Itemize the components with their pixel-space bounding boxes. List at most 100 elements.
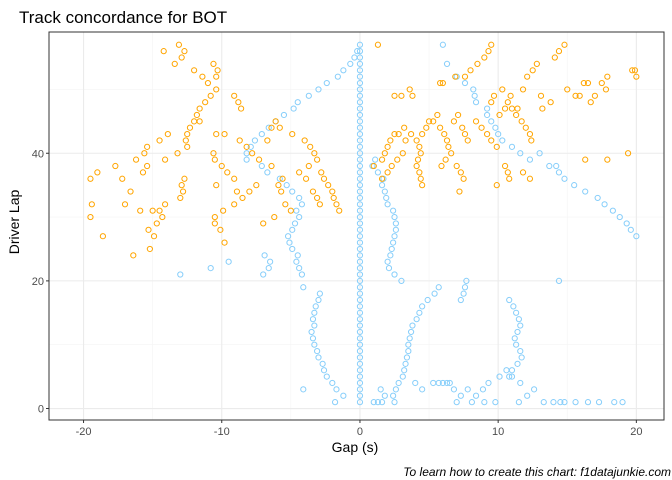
series_a-point — [464, 386, 471, 393]
series_b-point — [193, 111, 200, 119]
series_a-point — [402, 360, 409, 367]
series_b-point — [156, 207, 163, 214]
series_a-point — [356, 386, 364, 393]
series_b-point — [139, 169, 147, 176]
series_a-point — [446, 379, 453, 387]
series_a-point — [499, 137, 506, 144]
series_a-point — [413, 316, 420, 323]
series_b-point — [555, 48, 563, 55]
series_a-point — [243, 156, 250, 163]
series_a-point — [409, 322, 416, 329]
series_a-point — [431, 290, 438, 297]
series_b-point — [87, 213, 94, 221]
series_b-point — [501, 162, 509, 170]
series_b-point — [144, 143, 151, 150]
series_a-point — [356, 303, 364, 310]
series_b-point — [413, 137, 420, 144]
series_a-point — [356, 309, 364, 316]
series_b-point — [231, 92, 238, 99]
series_b-point — [243, 143, 250, 150]
series_b-point — [450, 118, 458, 125]
series_b-point — [506, 175, 513, 182]
series_a-point — [457, 392, 464, 399]
series_a-point — [405, 341, 412, 348]
series_b-point — [314, 156, 321, 163]
series_a-point — [351, 54, 358, 61]
series_a-point — [594, 194, 601, 202]
series_a-point — [601, 201, 608, 208]
series_a-point — [472, 392, 480, 399]
series_a-point — [356, 182, 364, 189]
series_b-point — [171, 60, 178, 68]
series_b-point — [214, 67, 221, 74]
series_a-point — [412, 379, 419, 387]
series_b-point — [551, 54, 558, 61]
series_b-point — [524, 73, 531, 80]
series_b-point — [384, 143, 391, 150]
series_a-point — [305, 92, 312, 99]
series_a-point — [611, 399, 618, 406]
series_a-point — [506, 296, 513, 304]
series_a-point — [609, 207, 616, 214]
y-tick-label: 0 — [38, 404, 44, 416]
series_a-point — [356, 233, 364, 240]
series_a-point — [356, 105, 364, 112]
series_a-point — [356, 258, 364, 265]
series_a-point — [356, 322, 364, 329]
series_a-point — [284, 233, 292, 240]
series_a-point — [356, 284, 364, 291]
series_b-point — [287, 207, 294, 214]
series_a-point — [553, 162, 560, 170]
series_b-point — [526, 175, 534, 182]
series_a-point — [311, 309, 318, 316]
series_a-point — [356, 67, 364, 74]
series_b-point — [191, 118, 198, 125]
series_b-point — [314, 194, 321, 202]
series_b-point — [561, 41, 568, 48]
series_a-point — [356, 360, 364, 367]
series_a-point — [370, 399, 377, 406]
series_b-point — [161, 201, 169, 208]
series_b-point — [457, 169, 464, 176]
series_b-point — [238, 105, 245, 112]
series_a-point — [207, 265, 214, 272]
series_b-point — [438, 162, 445, 170]
series_a-point — [283, 182, 290, 189]
series_b-point — [461, 73, 469, 80]
series_b-point — [399, 150, 406, 157]
series_b-point — [387, 137, 394, 144]
series_a-point — [356, 347, 364, 355]
series_b-point — [459, 124, 466, 131]
series_b-point — [461, 131, 469, 138]
series_a-point — [340, 392, 347, 399]
series_b-point — [629, 67, 636, 74]
series_a-point — [331, 399, 339, 406]
series_a-point — [488, 118, 495, 125]
series_b-point — [417, 175, 424, 182]
series_a-point — [484, 105, 491, 112]
series_b-point — [419, 182, 426, 189]
series_b-point — [472, 118, 480, 125]
series_b-point — [220, 207, 227, 214]
series_b-point — [318, 169, 325, 176]
series_a-point — [391, 233, 398, 240]
series_b-point — [253, 182, 260, 189]
series_b-point — [236, 137, 243, 144]
y-tick-label: 20 — [32, 276, 44, 288]
series_a-point — [443, 60, 451, 68]
series_b-point — [598, 79, 605, 87]
series_a-point — [290, 105, 297, 112]
series_a-point — [443, 379, 451, 387]
series_b-point — [311, 150, 318, 157]
series_a-point — [392, 386, 399, 393]
series_a-point — [463, 277, 470, 284]
series_b-point — [430, 118, 437, 125]
series_b-point — [99, 233, 107, 240]
series_a-point — [571, 182, 578, 189]
series_b-point — [582, 156, 589, 163]
series_b-point — [490, 92, 498, 99]
series_a-point — [555, 169, 563, 176]
series_a-point — [286, 239, 293, 246]
series_a-point — [265, 265, 272, 272]
series_b-point — [289, 131, 296, 138]
